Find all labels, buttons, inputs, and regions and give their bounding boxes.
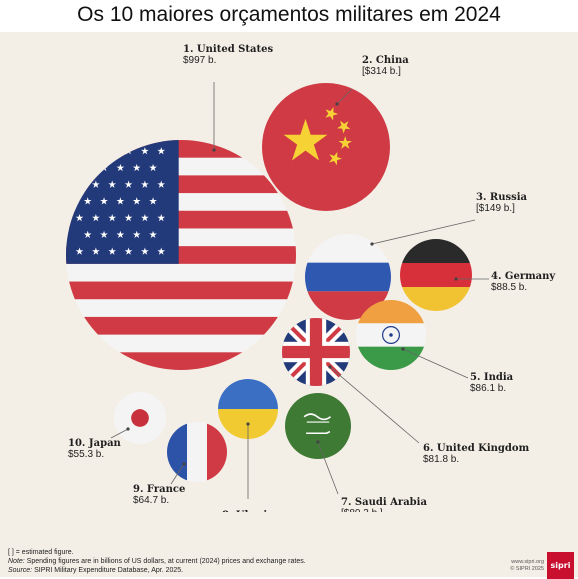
- leader-dot: [212, 148, 216, 152]
- bubble-chart: 1. United States$997 b. 2. China[$314 b.]…: [66, 44, 556, 512]
- japan-flag-bubble: [114, 392, 166, 444]
- germany-flag-bubble: [400, 239, 472, 311]
- value-label: [$80.3 b.]: [341, 508, 383, 512]
- leader-line: [170, 463, 185, 485]
- value-label: [$314 b.]: [362, 66, 401, 77]
- leader-line: [371, 219, 476, 245]
- value-label: $997 b.: [183, 55, 216, 66]
- leader-line: [402, 348, 469, 379]
- country-label: 7. Saudi Arabia: [341, 497, 427, 508]
- country-label: 6. United Kingdom: [423, 443, 530, 454]
- country-label: 10. Japan: [68, 438, 122, 449]
- country-label: 8. Ukraine: [222, 510, 281, 512]
- japan-flag-icon: [114, 392, 166, 444]
- sipri-logo: sipri: [547, 552, 574, 579]
- country-label: 4. Germany: [491, 271, 556, 282]
- value-label: [$149 b.]: [476, 203, 515, 214]
- us-flag-icon: [66, 140, 296, 370]
- note-text: Spending figures are in billions of US d…: [26, 558, 306, 565]
- site-credit: www.sipri.org © SIPRI 2025: [496, 559, 544, 573]
- chart-panel: 1. United States $997 b. 2. China [$314 b.]…: [0, 32, 578, 579]
- footer-notes: [ ] = estimated figure. Note: Spending f…: [8, 548, 488, 575]
- india-flag-icon: [356, 300, 426, 370]
- saudi-flag-icon: [285, 393, 351, 459]
- leader-dot: [370, 242, 374, 246]
- value-label: $64.7 b.: [133, 495, 169, 506]
- note-line: Note: Spending figures are in billions o…: [8, 557, 488, 566]
- leader-dot: [126, 427, 130, 431]
- us-flag-bubble: [66, 140, 296, 370]
- value-label: $81.8 b.: [423, 454, 459, 465]
- leader-dot: [328, 365, 332, 369]
- russia-flag-bubble: [305, 234, 391, 320]
- france-flag-bubble: [167, 422, 227, 482]
- note-tag: Note:: [8, 558, 25, 565]
- value-label: $55.3 b.: [68, 449, 104, 460]
- copyright: © SIPRI 2025: [510, 566, 544, 572]
- source-tag: Source:: [8, 567, 33, 574]
- saudi-flag-bubble: [285, 393, 351, 459]
- value-label: $88.5 b.: [491, 282, 527, 293]
- source-text: SIPRI Military Expenditure Database, Apr…: [34, 567, 184, 574]
- leader-line: [336, 88, 353, 105]
- country-label: 9. France: [133, 484, 185, 495]
- value-label: $86.1 b.: [470, 383, 506, 394]
- country-label: 3. Russia: [476, 192, 528, 203]
- source-line: Source: SIPRI Military Expenditure Datab…: [8, 566, 488, 575]
- leader-line: [329, 366, 420, 444]
- leader-dot: [316, 440, 320, 444]
- leader-dot: [335, 102, 339, 106]
- leader-dot: [454, 277, 458, 281]
- china-flag-icon: [262, 83, 390, 211]
- france-flag-icon: [167, 422, 227, 482]
- country-label: 2. China: [362, 55, 409, 66]
- china-flag-bubble: [262, 83, 390, 211]
- leader-dot: [246, 422, 250, 426]
- country-label: 5. India: [470, 372, 514, 383]
- leader-dot: [401, 347, 405, 351]
- leader-line: [110, 428, 129, 439]
- germany-flag-icon: [400, 239, 472, 311]
- leader-dot: [182, 462, 186, 466]
- site-url: www.sipri.org: [511, 559, 544, 565]
- estimate-legend: [ ] = estimated figure.: [8, 549, 74, 556]
- india-flag-bubble: [356, 300, 426, 370]
- country-label: 1. United States: [183, 44, 273, 55]
- russia-flag-icon: [305, 234, 391, 320]
- chart-title: Os 10 maiores orçamentos militares em 20…: [0, 0, 578, 32]
- leader-line: [317, 441, 339, 495]
